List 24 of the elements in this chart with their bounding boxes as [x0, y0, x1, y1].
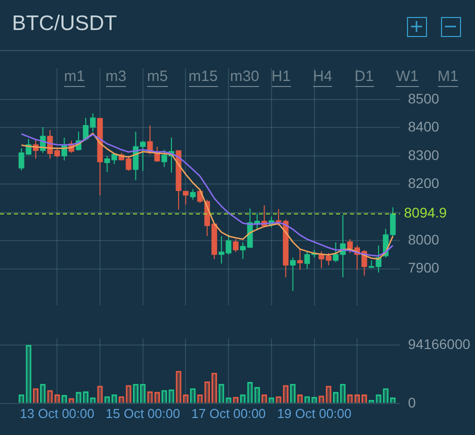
x-tick-label: 13 Oct 00:00 [20, 406, 94, 421]
y-tick-label: 8500 [408, 90, 440, 106]
annotation: m3 [106, 68, 126, 87]
annotation: m5 [147, 68, 168, 87]
x-tick-label: 19 Oct 00:00 [277, 406, 352, 421]
annotation: D1 [354, 68, 374, 87]
ref-line-label: 8094.9 [404, 204, 448, 221]
y-tick-label: 8200 [408, 175, 440, 192]
annotation: m30 [230, 68, 260, 87]
y-tick-label: 8300 [408, 146, 440, 163]
y-tick-label: 8400 [408, 118, 440, 135]
text: M1 [438, 68, 458, 87]
annotation: W1 [396, 68, 418, 87]
y-tick-label: 8000 [408, 232, 440, 248]
annotation: H1 [272, 68, 291, 87]
annotation: m15 [188, 68, 218, 87]
x-tick-label: 17 Oct 00:00 [191, 406, 266, 421]
annotation: H4 [313, 68, 332, 87]
annotation: m1 [64, 68, 85, 87]
chart-title: BTC/USDT [12, 12, 117, 36]
y-tick-label: 94166000 [408, 336, 471, 352]
y-tick-label: 7900 [408, 260, 440, 276]
x-tick-label: 15 Oct 00:00 [106, 406, 180, 421]
y-tick-label: 0 [408, 394, 416, 410]
